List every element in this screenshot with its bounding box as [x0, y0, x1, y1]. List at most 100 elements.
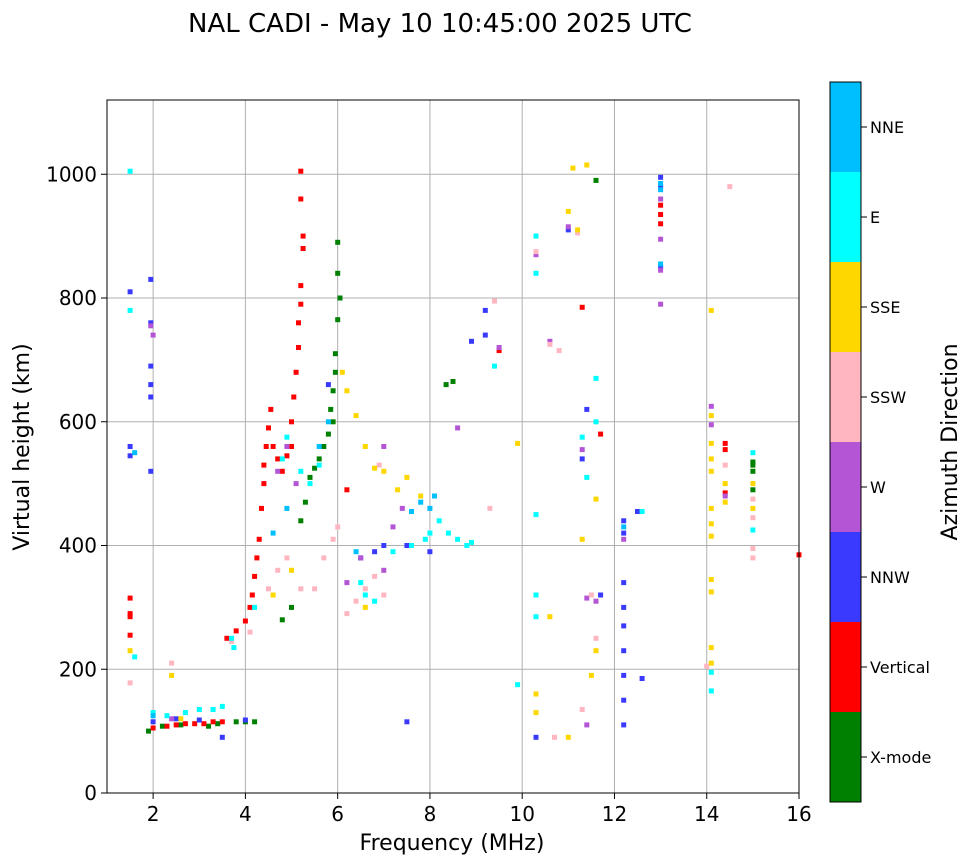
data-point	[390, 549, 396, 555]
data-point	[722, 481, 728, 487]
data-point	[372, 549, 378, 555]
data-point	[593, 635, 599, 641]
data-point	[658, 181, 664, 186]
data-point	[210, 707, 216, 712]
data-point	[335, 317, 341, 323]
data-points	[127, 162, 802, 740]
data-point	[722, 440, 728, 446]
data-point	[565, 208, 571, 214]
data-point	[332, 369, 338, 375]
colorbar-swatch	[830, 622, 861, 712]
data-point	[658, 196, 664, 202]
data-point	[708, 403, 714, 409]
colorbar: X-mode Vertical NNW W SSW SSE E NNE	[829, 81, 931, 803]
data-point	[127, 632, 133, 638]
data-point	[432, 493, 437, 499]
data-point	[254, 555, 260, 561]
data-point	[492, 298, 497, 304]
data-point	[284, 453, 290, 459]
data-point	[445, 530, 451, 536]
data-point	[565, 227, 571, 233]
data-point	[427, 530, 433, 536]
data-point	[289, 444, 294, 449]
data-point	[621, 623, 627, 629]
data-point	[381, 468, 387, 474]
series-nne	[132, 181, 664, 719]
data-point	[127, 611, 133, 617]
data-point	[418, 493, 424, 499]
data-point	[316, 456, 322, 462]
data-point	[469, 338, 474, 344]
data-point	[533, 270, 539, 276]
data-point	[658, 301, 664, 307]
data-point	[169, 660, 175, 666]
series-nnw	[127, 174, 664, 740]
data-point	[127, 614, 133, 620]
data-point	[404, 543, 410, 548]
data-point	[658, 184, 664, 190]
data-point	[621, 604, 627, 610]
data-point	[750, 468, 756, 474]
data-point	[708, 468, 714, 474]
data-point	[455, 425, 461, 431]
data-point	[598, 431, 604, 437]
data-point	[256, 536, 262, 542]
data-point	[261, 462, 267, 468]
data-point	[381, 543, 387, 548]
data-point	[395, 487, 401, 493]
data-point	[148, 468, 154, 474]
y-tick-label: 0	[84, 781, 97, 805]
data-point	[575, 227, 581, 233]
data-point	[750, 505, 756, 511]
data-point	[159, 723, 165, 729]
data-point	[708, 645, 714, 651]
data-point	[127, 289, 133, 295]
data-point	[427, 549, 433, 555]
data-point	[427, 505, 433, 511]
data-point	[332, 351, 338, 357]
data-point	[635, 509, 640, 514]
data-point	[362, 444, 368, 449]
data-point	[750, 515, 756, 521]
data-point	[708, 505, 714, 511]
data-point	[390, 524, 396, 530]
data-point	[639, 676, 645, 681]
plot-frame	[106, 99, 800, 794]
data-point	[312, 586, 318, 592]
data-point	[422, 536, 428, 542]
data-point	[169, 672, 175, 678]
data-point	[298, 168, 304, 174]
colorbar-tick-label: W	[870, 478, 886, 497]
data-point	[330, 419, 336, 425]
data-point	[242, 717, 248, 723]
data-point	[372, 573, 378, 579]
data-point	[316, 462, 322, 468]
data-point	[178, 722, 184, 728]
data-point	[658, 221, 664, 227]
y-tick-label: 200	[59, 657, 97, 681]
data-point	[229, 635, 235, 641]
data-point	[284, 555, 290, 561]
data-point	[579, 304, 585, 310]
data-point	[708, 307, 714, 313]
data-point	[708, 413, 714, 419]
data-point	[584, 595, 590, 601]
data-point	[300, 246, 306, 251]
data-point	[127, 444, 133, 449]
data-point	[268, 406, 274, 412]
plot-background	[107, 100, 799, 793]
data-point	[196, 717, 202, 723]
data-point	[321, 444, 327, 449]
data-point	[372, 598, 378, 604]
data-point	[291, 394, 297, 400]
data-point	[658, 202, 664, 208]
chart-title: NAL CADI - May 10 10:45:00 2025 UTC	[188, 9, 692, 39]
data-point	[381, 567, 387, 573]
data-point	[196, 707, 202, 712]
colorbar-tick-label: SSW	[870, 388, 906, 407]
data-point	[362, 604, 368, 610]
data-point	[750, 555, 756, 561]
data-point	[533, 592, 539, 598]
data-point	[658, 174, 664, 180]
data-point	[325, 419, 331, 425]
